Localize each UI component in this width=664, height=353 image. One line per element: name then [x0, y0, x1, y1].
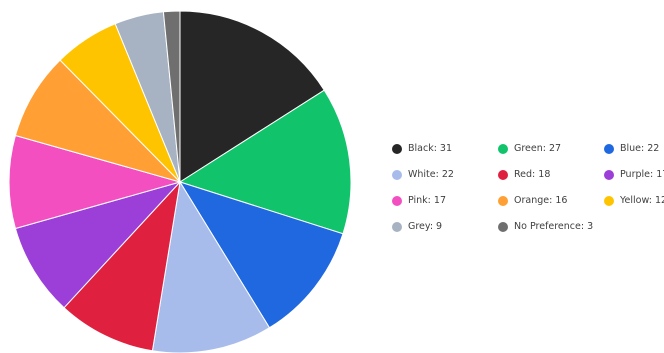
pie-slice-no-preference [162, 10, 181, 183]
legend-swatch-blue [604, 143, 614, 154]
pie-slice-black [179, 10, 325, 183]
pie-slice-orange [14, 59, 182, 183]
legend-label-purple: Purple: 17 [620, 169, 664, 180]
legend-swatch-orange [498, 195, 508, 206]
legend-label-red: Red: 18 [514, 169, 551, 180]
legend-label-blue: Blue: 22 [620, 143, 660, 154]
pie-slice-red [63, 180, 181, 352]
legend-label-green: Green: 27 [514, 143, 562, 154]
legend-label-grey: Grey: 9 [408, 221, 443, 232]
pie-slice-purple [14, 181, 182, 309]
legend-item-pink: Pink: 17 [392, 195, 446, 206]
legend-swatch-no-preference [498, 221, 508, 232]
legend-label-white: White: 22 [408, 169, 454, 180]
legend-swatch-yellow [604, 195, 614, 206]
legend-item-white: White: 22 [392, 169, 454, 180]
legend-label-orange: Orange: 16 [514, 195, 568, 206]
legend-label-black: Black: 31 [408, 143, 453, 154]
legend-item-blue: Blue: 22 [604, 143, 659, 154]
legend-item-grey: Grey: 9 [392, 221, 442, 232]
pie-slice-green [178, 89, 352, 235]
legend-swatch-red [498, 169, 508, 180]
legend-swatch-grey [392, 221, 402, 232]
legend-swatch-purple [604, 169, 614, 180]
legend-item-green: Green: 27 [498, 143, 561, 154]
legend-label-pink: Pink: 17 [408, 195, 446, 206]
legend-item-no-preference: No Preference: 3 [498, 221, 593, 232]
legend-swatch-black [392, 143, 402, 154]
legend-item-red: Red: 18 [498, 169, 550, 180]
legend-label-no-preference: No Preference: 3 [514, 221, 594, 232]
legend-item-purple: Purple: 17 [604, 169, 664, 180]
legend-item-orange: Orange: 16 [498, 195, 567, 206]
legend-swatch-white [392, 169, 402, 180]
pie-slice-pink [8, 134, 182, 230]
legend-label-yellow: Yellow: 12 [620, 195, 664, 206]
legend-swatch-pink [392, 195, 402, 206]
legend-item-black: Black: 31 [392, 143, 452, 154]
legend-item-yellow: Yellow: 12 [604, 195, 664, 206]
pie-slice-blue [178, 181, 344, 329]
legend-swatch-green [498, 143, 508, 154]
pie-slice-white [151, 180, 271, 353]
